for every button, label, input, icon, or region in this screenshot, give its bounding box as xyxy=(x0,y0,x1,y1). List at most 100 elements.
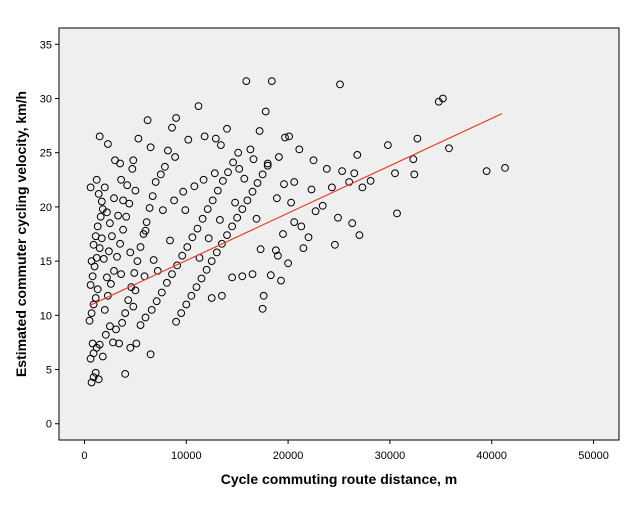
data-point xyxy=(131,286,140,295)
data-point xyxy=(88,339,97,348)
data-point xyxy=(290,218,299,227)
data-point xyxy=(87,309,96,318)
y-tick-label: 35 xyxy=(40,39,52,51)
data-point xyxy=(198,214,207,223)
data-point xyxy=(94,190,103,198)
data-point xyxy=(277,276,285,285)
data-point xyxy=(157,288,166,297)
data-point xyxy=(179,187,188,196)
data-point xyxy=(274,251,282,260)
data-point xyxy=(307,185,316,194)
data-point xyxy=(129,156,138,165)
data-point xyxy=(146,350,155,359)
data-point xyxy=(445,144,453,153)
x-tick-label: 40000 xyxy=(476,450,507,462)
data-point xyxy=(100,306,109,314)
data-point xyxy=(253,179,262,187)
data-point xyxy=(87,378,96,387)
data-point xyxy=(92,175,101,184)
data-point xyxy=(101,330,110,339)
y-tick-label: 30 xyxy=(40,93,52,105)
data-point xyxy=(123,181,132,190)
data-point xyxy=(287,198,296,207)
data-point xyxy=(163,278,171,287)
data-point xyxy=(350,169,359,178)
data-point xyxy=(393,209,401,218)
data-point xyxy=(118,319,126,327)
plot-area xyxy=(58,27,620,441)
data-point xyxy=(121,370,130,378)
data-point xyxy=(243,196,252,205)
data-point xyxy=(228,273,237,282)
y-axis: 0 5 10 15 20 25 30 35 xyxy=(40,39,59,431)
data-point xyxy=(336,80,344,89)
data-point xyxy=(228,222,237,231)
data-point xyxy=(130,269,139,277)
data-point xyxy=(210,169,219,178)
data-point xyxy=(168,123,176,132)
data-point xyxy=(212,248,221,257)
data-point xyxy=(109,338,117,347)
data-point xyxy=(96,212,105,221)
data-point xyxy=(238,205,247,214)
data-point xyxy=(231,198,240,207)
data-point xyxy=(104,140,112,148)
data-point xyxy=(328,183,336,192)
data-point xyxy=(106,322,114,331)
data-point xyxy=(129,302,138,311)
data-point xyxy=(217,141,225,150)
data-point xyxy=(147,306,156,314)
data-point xyxy=(95,132,104,141)
data-point xyxy=(218,291,226,300)
data-point xyxy=(297,222,306,231)
data-point xyxy=(166,236,174,245)
data-point xyxy=(93,285,102,294)
y-tick-label: 20 xyxy=(40,202,52,214)
data-point xyxy=(318,201,327,210)
data-point xyxy=(86,281,95,289)
data-point xyxy=(190,182,199,191)
data-point xyxy=(89,240,98,249)
data-point xyxy=(266,271,275,280)
data-point xyxy=(168,270,176,279)
data-point xyxy=(116,159,124,168)
data-point xyxy=(219,177,227,185)
data-point xyxy=(188,233,197,242)
data-points xyxy=(85,77,509,387)
data-point xyxy=(172,317,181,326)
data-point xyxy=(124,296,133,305)
data-point xyxy=(141,226,150,235)
data-point xyxy=(100,183,109,192)
data-point xyxy=(177,309,186,318)
data-point xyxy=(258,304,267,313)
data-point xyxy=(211,134,220,143)
x-axis-title: Cycle commuting route distance, m xyxy=(221,471,458,487)
data-point xyxy=(267,77,276,85)
x-tick-label: 10000 xyxy=(171,450,202,462)
data-point xyxy=(235,165,244,173)
data-point xyxy=(229,158,238,167)
data-point xyxy=(151,178,160,186)
data-point xyxy=(197,274,206,283)
data-point xyxy=(91,294,100,302)
data-point xyxy=(263,161,272,170)
data-point xyxy=(224,168,232,177)
data-point xyxy=(99,255,108,263)
data-point xyxy=(148,192,157,201)
data-point xyxy=(234,148,243,157)
data-point xyxy=(331,240,339,249)
data-point xyxy=(106,219,114,228)
data-point xyxy=(309,156,318,165)
data-point xyxy=(103,208,111,217)
data-point xyxy=(178,251,187,260)
data-point xyxy=(366,177,375,185)
data-point xyxy=(263,159,272,168)
data-point xyxy=(322,165,331,173)
data-point xyxy=(93,222,102,231)
data-point xyxy=(112,325,120,334)
data-point xyxy=(391,169,399,178)
data-point xyxy=(110,267,118,275)
data-point xyxy=(171,153,180,161)
data-point xyxy=(114,211,122,220)
